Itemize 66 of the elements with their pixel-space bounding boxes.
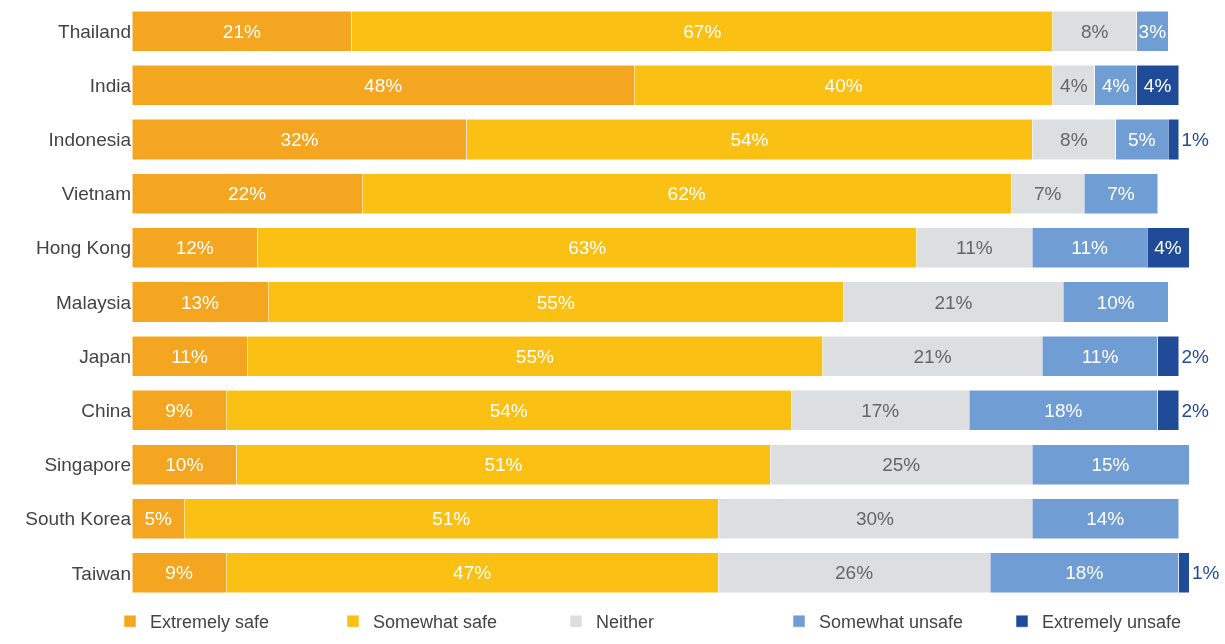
data-label: 2% [1181, 345, 1210, 367]
y-tick-label: Hong Kong [35, 237, 131, 259]
legend-label: Extremely safe [150, 612, 270, 633]
data-label: 11% [171, 345, 208, 367]
data-label: 18% [1065, 562, 1104, 584]
y-tick-label: Indonesia [48, 129, 132, 151]
data-label: 4% [1060, 74, 1088, 96]
data-label: 8% [1060, 128, 1088, 150]
data-label: 4% [1143, 74, 1172, 96]
y-tick-label: Thailand [58, 20, 131, 42]
data-label: 3% [1138, 20, 1167, 42]
data-label: 1% [1181, 128, 1210, 150]
data-label: 21% [222, 20, 261, 42]
y-tick-label: South Korea [25, 508, 132, 530]
data-label: 2% [1181, 399, 1210, 421]
data-label: 10% [1096, 291, 1135, 313]
data-label: 25% [882, 454, 921, 476]
data-label: 18% [1044, 399, 1083, 421]
y-tick-label: Malaysia [56, 291, 132, 313]
legend-label: Somewhat safe [373, 612, 498, 633]
data-label: 62% [667, 183, 706, 205]
data-label: 48% [364, 74, 403, 96]
y-tick-label: Singapore [44, 454, 131, 476]
data-label: 21% [934, 291, 973, 313]
y-tick-label: Taiwan [71, 562, 131, 584]
data-label: 1% [1192, 562, 1220, 584]
data-label: 55% [536, 291, 575, 313]
data-label: 22% [228, 183, 267, 205]
data-label: 7% [1033, 183, 1062, 205]
data-label: 40% [824, 74, 863, 96]
data-label: 21% [913, 345, 952, 367]
data-label: 9% [165, 562, 193, 584]
data-label: 67% [683, 20, 722, 42]
data-label: 7% [1107, 183, 1135, 205]
data-label: 30% [855, 508, 895, 530]
data-label: 10% [165, 454, 204, 476]
data-label: 11% [1071, 237, 1108, 259]
data-label: 55% [515, 345, 554, 367]
legend-label: Neither [596, 612, 655, 633]
data-label: 47% [453, 562, 492, 584]
data-label: 15% [1091, 454, 1130, 476]
legend-label: Extremely unsafe [1042, 612, 1182, 633]
y-tick-label: India [89, 74, 132, 96]
data-label: 5% [1128, 128, 1156, 150]
data-label: 54% [489, 399, 528, 421]
data-label: 51% [484, 454, 523, 476]
data-label: 14% [1086, 508, 1125, 530]
y-tick-label: China [81, 400, 132, 422]
data-label: 13% [180, 291, 220, 313]
data-label: 17% [861, 399, 900, 421]
y-tick-label: Japan [79, 345, 131, 367]
data-label: 11% [1081, 345, 1119, 367]
data-label: 11% [956, 237, 993, 259]
y-tick-label: Vietnam [61, 183, 131, 205]
data-label: 5% [144, 508, 172, 530]
data-label: 26% [835, 562, 874, 584]
data-label: 51% [432, 508, 471, 530]
legend-label: Somewhat unsafe [819, 612, 964, 633]
data-label: 4% [1101, 74, 1130, 96]
data-label: 8% [1081, 20, 1109, 42]
data-label: 32% [280, 128, 319, 150]
data-label: 12% [175, 237, 214, 259]
data-label: 4% [1154, 237, 1182, 259]
data-label: 63% [568, 237, 607, 259]
data-label: 54% [730, 128, 769, 150]
data-label: 9% [165, 399, 193, 421]
